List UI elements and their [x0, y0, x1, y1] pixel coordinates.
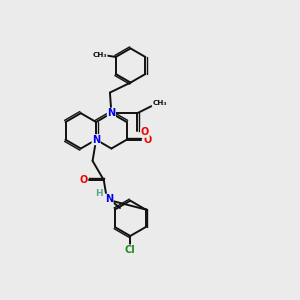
Text: N: N	[105, 194, 113, 204]
Text: Cl: Cl	[125, 245, 136, 255]
Text: CH₃: CH₃	[152, 100, 166, 106]
Text: N: N	[107, 108, 116, 118]
Text: H: H	[95, 189, 103, 198]
Text: O: O	[141, 127, 149, 137]
Text: N: N	[92, 135, 100, 145]
Text: O: O	[143, 135, 152, 145]
Text: CH₃: CH₃	[93, 52, 107, 58]
Text: O: O	[79, 175, 87, 185]
